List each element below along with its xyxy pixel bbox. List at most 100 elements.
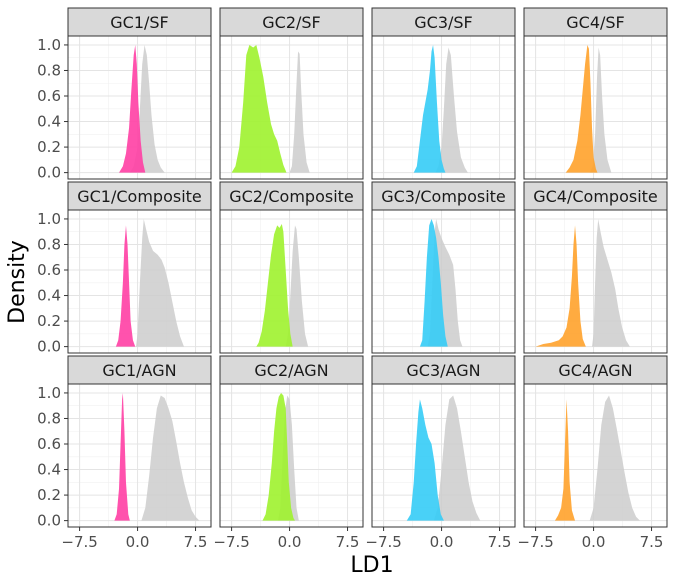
strip-label-gc2-agn: GC2/AGN: [254, 361, 328, 380]
panel-border: [67, 383, 212, 528]
strip-gc2-sf: [219, 7, 364, 37]
panel-border: [523, 383, 668, 528]
strip-gc4-composite: [523, 181, 668, 211]
panel-border: [219, 209, 364, 354]
density-gc3-gc3-sf: [413, 44, 446, 173]
density-gc4-gc4-composite: [535, 225, 586, 347]
strip-label-gc1-composite: GC1/Composite: [77, 187, 202, 206]
x-tick-label: 7.5: [184, 533, 208, 551]
x-tick-label: 0.0: [126, 533, 150, 551]
gridlines: [68, 384, 211, 527]
x-tick-label: −7.5: [61, 533, 97, 551]
strip-gc4-agn: [523, 355, 668, 385]
strip-label-gc3-composite: GC3/Composite: [381, 187, 506, 206]
strip-label-gc1-agn: GC1/AGN: [102, 361, 176, 380]
y-tick-label: 0.6: [37, 435, 61, 453]
y-tick-label: 0.6: [37, 87, 61, 105]
gridlines: [524, 36, 667, 179]
x-tick-label: 0.0: [430, 533, 454, 551]
y-tick-label: 0.4: [37, 113, 61, 131]
density-gc4-gc4-sf: [565, 44, 598, 173]
x-tick-label: 0.0: [278, 533, 302, 551]
strip-gc3-sf: [371, 7, 516, 37]
axes-layer: LD1 Density: [5, 240, 394, 578]
panels-layer: GC1/SF 0.0 0.2 0.4 0.6 0.8 1.0 GC2/SF GC3/SF GC4/…: [37, 7, 668, 551]
density-gc2-gc2-composite: [256, 224, 293, 347]
strip-gc1-sf: [67, 7, 212, 37]
y-tick-label: 0.2: [37, 312, 61, 330]
strip-label-gc2-composite: GC2/Composite: [229, 187, 354, 206]
y-axis-title: Density: [5, 240, 30, 324]
strip-label-gc3-agn: GC3/AGN: [406, 361, 480, 380]
y-tick-label: 1.0: [37, 210, 61, 228]
y-tick-label: 0.4: [37, 287, 61, 305]
panel-border: [219, 383, 364, 528]
panel-gc2-agn: GC2/AGN −7.5 0.0 7.5: [213, 355, 364, 551]
y-tick-label: 1.0: [37, 384, 61, 402]
y-tick-label: 0.4: [37, 461, 61, 479]
y-tick-label: 0.6: [37, 261, 61, 279]
x-tick-label: −7.5: [365, 533, 401, 551]
panel-border: [523, 35, 668, 180]
panel-gc2-sf: GC2/SF: [219, 7, 364, 180]
density-reference-gc4-sf: [589, 47, 612, 173]
strip-gc4-sf: [523, 7, 668, 37]
density-reference-gc4-agn: [589, 395, 640, 521]
y-tick-label: 0.8: [37, 61, 61, 79]
panel-border: [67, 209, 212, 354]
x-tick-label: 7.5: [488, 533, 512, 551]
panel-gc3-agn: GC3/AGN −7.5 0.0 7.5: [365, 355, 516, 551]
density-gc1-gc1-sf: [119, 44, 146, 173]
y-tick-label: 0.8: [37, 235, 61, 253]
strip-label-gc4-sf: GC4/SF: [566, 13, 625, 32]
y-tick-label: 0.0: [37, 338, 61, 356]
strip-gc2-agn: [219, 355, 364, 385]
y-tick-label: 0.2: [37, 486, 61, 504]
y-tick-label: 0.0: [37, 164, 61, 182]
density-gc3-gc3-agn: [406, 399, 444, 521]
y-tick-label: 0.2: [37, 138, 61, 156]
y-tick-label: 0.8: [37, 409, 61, 427]
panel-border: [523, 209, 668, 354]
panel-border: [219, 35, 364, 180]
density-reference-gc4-composite: [592, 218, 630, 347]
x-axis-title: LD1: [350, 553, 393, 578]
strip-label-gc3-sf: GC3/SF: [414, 13, 473, 32]
x-tick-label: −7.5: [517, 533, 553, 551]
density-reference-gc3-agn: [433, 395, 481, 521]
x-tick-label: 0.0: [582, 533, 606, 551]
strip-gc1-agn: [67, 355, 212, 385]
strip-gc1-composite: [67, 181, 212, 211]
strip-label-gc1-sf: GC1/SF: [110, 13, 169, 32]
panel-gc4-sf: GC4/SF: [523, 7, 668, 180]
panel-gc1-composite: GC1/Composite 0.0 0.2 0.4 0.6 0.8 1.0: [37, 181, 212, 356]
strip-gc3-composite: [371, 181, 516, 211]
x-tick-label: 7.5: [336, 533, 360, 551]
panel-gc3-composite: GC3/Composite: [371, 181, 516, 354]
panel-gc4-agn: GC4/AGN −7.5 0.0 7.5: [517, 355, 668, 551]
density-reference-gc2-composite: [285, 225, 309, 347]
y-tick-label: 1.0: [37, 36, 61, 54]
density-gc2-gc2-agn: [262, 392, 295, 521]
panel-border: [371, 383, 516, 528]
density-reference-gc2-sf: [289, 51, 310, 173]
panel-border: [371, 209, 516, 354]
density-gc1-gc1-composite: [115, 225, 136, 347]
density-reference-gc1-agn: [141, 395, 200, 521]
density-reference-gc3-sf: [435, 47, 468, 173]
panel-gc4-composite: GC4/Composite: [523, 181, 668, 354]
panel-gc2-composite: GC2/Composite: [219, 181, 364, 354]
x-tick-label: 7.5: [640, 533, 664, 551]
strip-label-gc4-composite: GC4/Composite: [533, 187, 658, 206]
strip-label-gc4-agn: GC4/AGN: [558, 361, 632, 380]
density-gc1-gc1-agn: [114, 392, 130, 521]
strip-label-gc2-sf: GC2/SF: [262, 13, 321, 32]
y-tick-label: 0.0: [37, 512, 61, 530]
density-gc2-gc2-sf: [231, 44, 287, 173]
panel-gc3-sf: GC3/SF: [371, 7, 516, 180]
panel-border: [67, 35, 212, 180]
x-tick-label: −7.5: [213, 533, 249, 551]
panel-gc1-sf: GC1/SF 0.0 0.2 0.4 0.6 0.8 1.0: [37, 7, 212, 182]
